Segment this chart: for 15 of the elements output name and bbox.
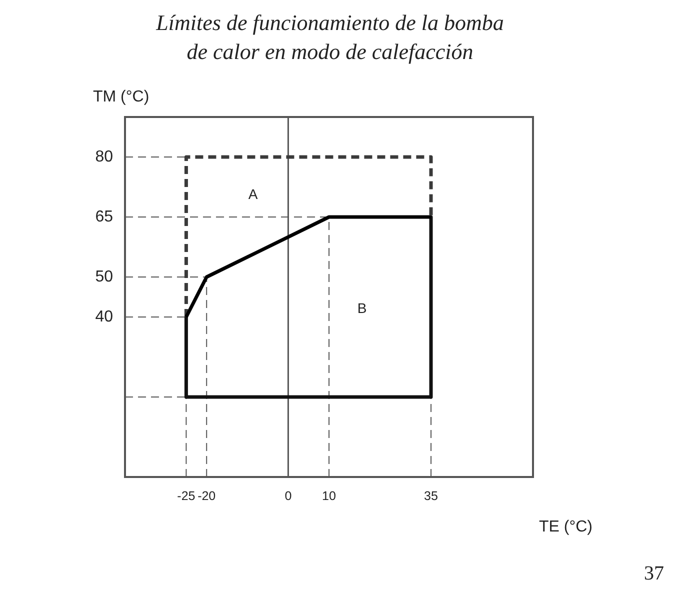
text: 37 — [644, 562, 664, 584]
y-axis-title: TM (°C) — [93, 88, 150, 106]
annotation: A — [248, 186, 258, 202]
y-tick-label: 80 — [95, 148, 114, 166]
x-axis-title: TE (°C) — [539, 518, 592, 536]
x-tick-label: 0 — [284, 488, 292, 503]
y-tick-label: 65 — [95, 208, 114, 226]
x-tick-label: 35 — [424, 488, 438, 503]
x-tick-label: -25 — [177, 488, 196, 503]
y-tick-label: 40 — [95, 308, 114, 326]
chart-title: Límites de funcionamiento de la bomba de calor en modo de calefacción — [154, 9, 505, 66]
x-tick-label: -20 — [198, 488, 216, 503]
x-tick-label: 10 — [322, 488, 336, 503]
y-tick-label: 50 — [95, 268, 114, 286]
annotation: B — [357, 300, 367, 316]
